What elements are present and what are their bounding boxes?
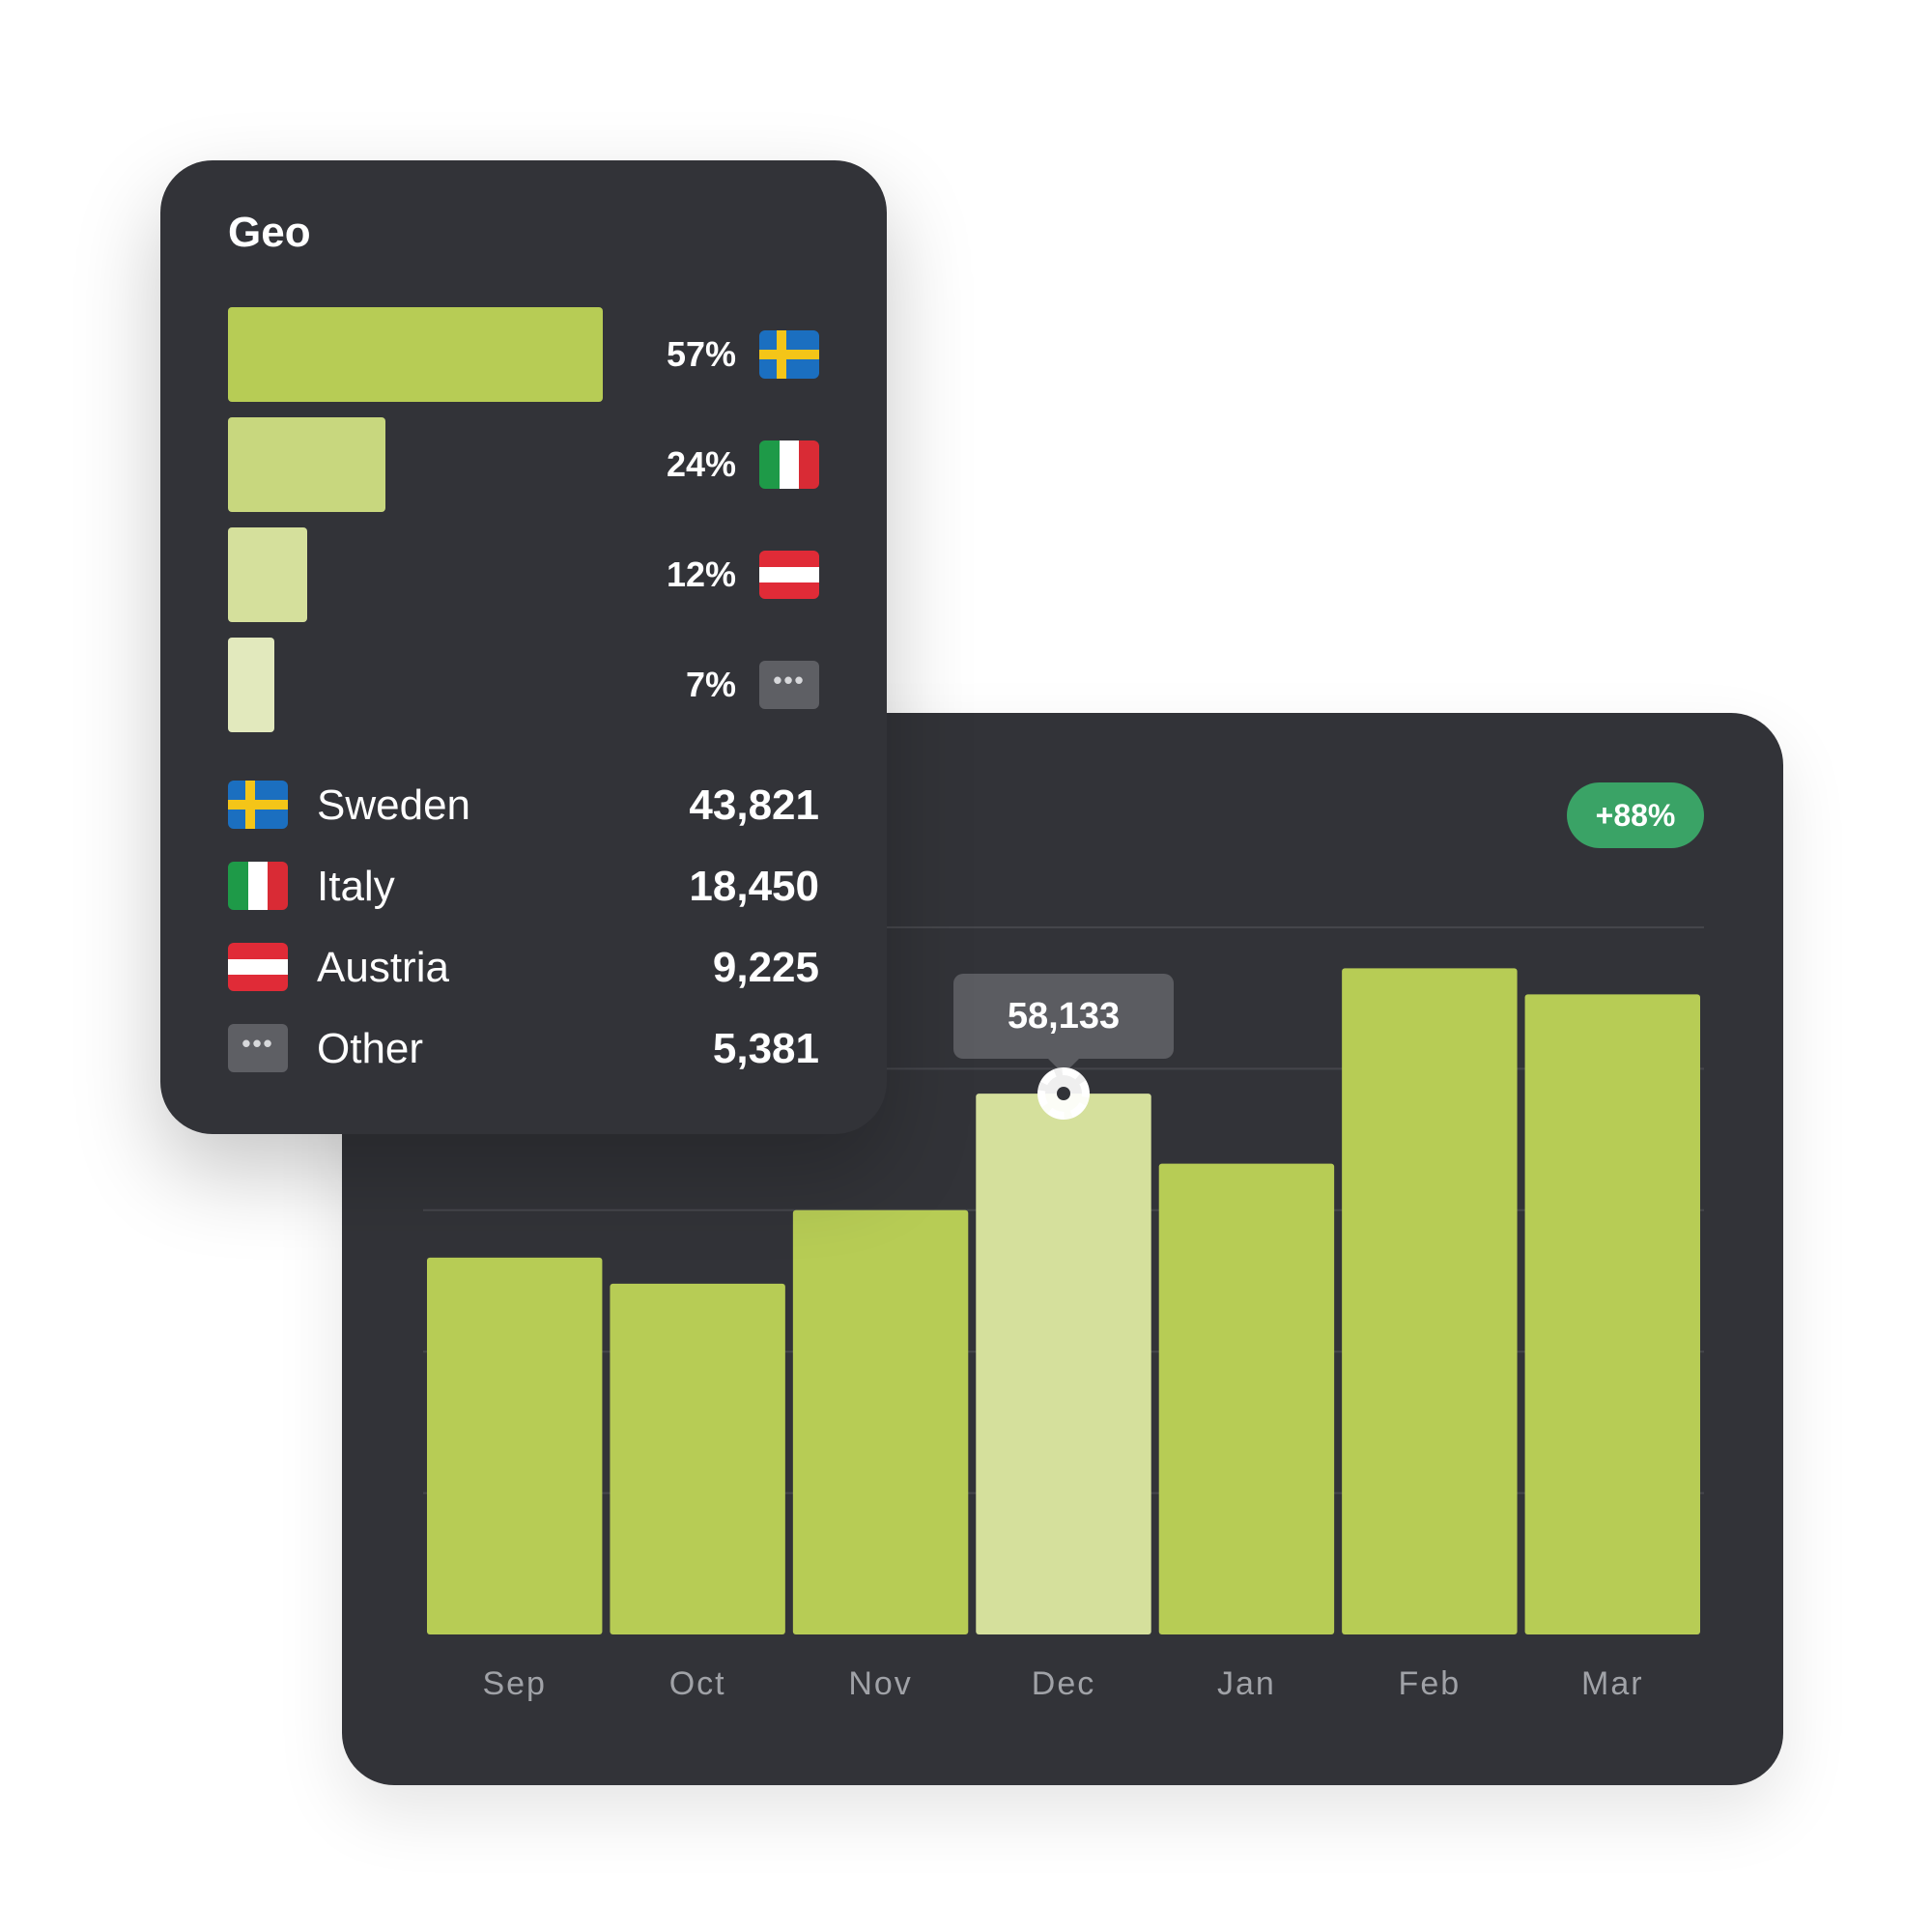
bar-oct[interactable] — [610, 1283, 785, 1634]
geo-bar-other — [228, 638, 274, 732]
sweden-flag-icon — [228, 781, 288, 829]
geo-bar-row-sweden[interactable]: 57% — [228, 307, 819, 402]
bar-feb[interactable] — [1342, 968, 1518, 1634]
sweden-flag-icon — [759, 330, 819, 379]
italy-flag-icon — [228, 862, 288, 910]
x-tick-label: Nov — [848, 1665, 912, 1702]
x-tick-label: Jan — [1217, 1665, 1276, 1702]
bar-sep[interactable] — [427, 1257, 603, 1634]
legend-row-austria[interactable]: Austria 9,225 — [228, 927, 819, 1009]
legend-value-sweden: 43,821 — [689, 781, 819, 829]
more-icon: ••• — [228, 1024, 288, 1072]
geo-legend: Sweden 43,821 Italy 18,450 Austria 9,225… — [228, 765, 819, 1090]
growth-badge: +88% — [1567, 782, 1704, 848]
geo-bar-chart: 57% 24% 12% 7% ••• — [228, 307, 819, 748]
geo-bar-italy — [228, 417, 385, 512]
x-tick-label: Feb — [1399, 1665, 1462, 1702]
austria-flag-icon — [759, 551, 819, 599]
monthly-bar-chart: Sep Oct Nov Dec Jan Feb Mar — [423, 926, 1704, 1702]
bar-dec[interactable] — [976, 1094, 1151, 1634]
bar-nov[interactable] — [792, 1209, 969, 1634]
geo-bar-row-other[interactable]: 7% ••• — [228, 638, 819, 732]
legend-row-sweden[interactable]: Sweden 43,821 — [228, 765, 819, 846]
geo-percent-italy: 24% — [666, 444, 736, 484]
legend-name-italy: Italy — [317, 863, 395, 910]
hover-marker-dot — [1057, 1087, 1070, 1101]
geo-bar-sweden — [228, 307, 603, 402]
geo-title: Geo — [228, 209, 311, 256]
legend-row-italy[interactable]: Italy 18,450 — [228, 846, 819, 927]
legend-name-sweden: Sweden — [317, 781, 471, 829]
geo-bar-austria — [228, 527, 307, 622]
x-tick-label: Mar — [1581, 1665, 1644, 1702]
x-tick-label: Dec — [1032, 1665, 1095, 1702]
austria-flag-icon — [228, 943, 288, 991]
more-icon: ••• — [759, 661, 819, 709]
geo-bar-row-italy[interactable]: 24% — [228, 417, 819, 512]
legend-value-other: 5,381 — [712, 1025, 819, 1072]
legend-row-other[interactable]: ••• Other 5,381 — [228, 1009, 819, 1090]
bar-tooltip: 58,133 — [953, 974, 1174, 1060]
geo-bar-row-austria[interactable]: 12% — [228, 527, 819, 622]
geo-percent-other: 7% — [685, 665, 736, 704]
geo-percent-austria: 12% — [666, 554, 736, 594]
legend-name-other: Other — [317, 1025, 424, 1072]
bar-mar[interactable] — [1524, 994, 1700, 1634]
legend-value-italy: 18,450 — [689, 863, 819, 910]
x-tick-label: Sep — [482, 1665, 547, 1702]
italy-flag-icon — [759, 440, 819, 489]
bar-jan[interactable] — [1158, 1163, 1335, 1634]
x-tick-label: Oct — [669, 1665, 726, 1702]
geo-card: Geo 57% 24% 12% 7% ••• — [160, 160, 887, 1134]
hover-marker[interactable] — [1037, 1067, 1090, 1121]
geo-percent-sweden: 57% — [666, 334, 736, 374]
legend-name-austria: Austria — [317, 944, 449, 991]
legend-value-austria: 9,225 — [712, 944, 819, 991]
